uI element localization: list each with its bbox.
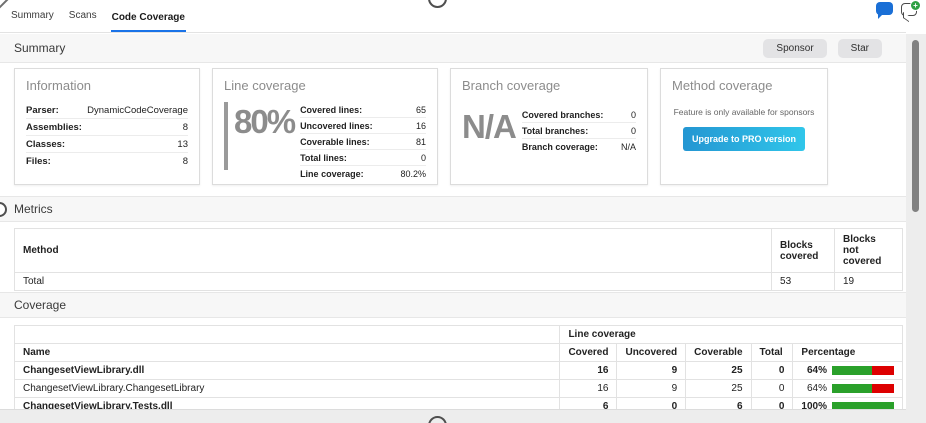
coverage-group-header-row: Line coverage [13, 325, 903, 344]
coverage-bar [832, 402, 894, 411]
coverage-col-total: Total [750, 343, 794, 362]
chat-bubble-icon[interactable] [876, 2, 893, 19]
star-button[interactable]: Star [837, 38, 882, 58]
sponsors-note: Feature is only available for sponsors [673, 107, 815, 117]
coverage-col-percentage: Percentage [792, 343, 903, 362]
coverage-bar [832, 366, 894, 375]
metrics-col-blocks-not-covered: Blocks not covered [834, 228, 903, 273]
tab-bar: Summary Scans Code Coverage [0, 0, 906, 33]
line-row-linecoverage: Line coverage: 80.2% [300, 168, 426, 179]
branch-coverage-card: Branch coverage N/A Covered branches: 0 T… [450, 68, 648, 185]
summary-section-header: Summary Sponsor Star [0, 34, 906, 63]
coverage-row-class: ChangesetViewLibrary.ChangesetLibrary 16… [13, 379, 903, 398]
tab-scans[interactable]: Scans [68, 10, 97, 21]
coverage-bar [832, 384, 894, 393]
branch-row-total: Total branches: 0 [521, 122, 636, 139]
coverage-gauge-bar [224, 102, 228, 170]
metrics-header-row: Method Blocks covered Blocks not covered [13, 228, 903, 273]
method-coverage-card: Method coverage Feature is only availabl… [660, 68, 828, 185]
metrics-col-method: Method [13, 228, 773, 273]
branch-coverage-card-title: Branch coverage [462, 78, 561, 93]
metrics-col-blocks-covered: Blocks covered [771, 228, 835, 273]
line-row-covered: Covered lines: 65 [300, 102, 426, 118]
chat-bubble-add-icon[interactable]: + [901, 0, 921, 16]
coverage-col-coverable: Coverable [685, 343, 752, 362]
branch-coverage-big-value: N/A [462, 108, 517, 145]
coverage-header-row: Name Covered Uncovered Coverable Total P… [13, 343, 903, 362]
scrollbar-track[interactable] [906, 34, 926, 423]
coverage-section-header: Coverage [0, 292, 906, 318]
metrics-table: Method Blocks covered Blocks not covered… [13, 228, 903, 291]
assembly-name: ChangesetViewLibrary.dll [13, 361, 561, 380]
percentage-label: 64% [806, 365, 827, 376]
header-icons: + [876, 0, 921, 19]
method-coverage-card-title: Method coverage [672, 78, 773, 93]
info-row-assemblies: Assemblies: 8 [26, 118, 188, 136]
line-row-coverable: Coverable lines: 81 [300, 133, 426, 150]
info-row-classes: Classes: 13 [26, 135, 188, 153]
tab-code-coverage[interactable]: Code Coverage [110, 3, 186, 32]
information-card: Information Parser: DynamicCodeCoverage A… [14, 68, 200, 185]
scrollbar-thumb[interactable] [912, 40, 919, 212]
coverage-title: Coverage [14, 298, 67, 312]
line-coverage-card: Line coverage 80% Covered lines: 65 Uncov… [212, 68, 438, 185]
summary-title: Summary [14, 41, 66, 55]
metrics-row-total: Total 53 19 [13, 272, 903, 291]
information-card-title: Information [26, 78, 92, 93]
info-row-parser: Parser: DynamicCodeCoverage [26, 102, 188, 119]
percentage-label: 100% [801, 401, 827, 412]
info-row-files: Files: 8 [26, 155, 188, 167]
line-coverage-card-title: Line coverage [224, 78, 306, 93]
line-row-total: Total lines: 0 [300, 149, 426, 166]
class-link[interactable]: ChangesetViewLibrary.ChangesetLibrary [13, 379, 561, 398]
frame-bottom-strip [0, 409, 906, 423]
tab-summary[interactable]: Summary [11, 10, 54, 21]
coverage-col-name: Name [13, 343, 561, 362]
coverage-table: Line coverage Name Covered Uncovered Cov… [13, 325, 903, 416]
coverage-row-assembly: ChangesetViewLibrary.dll 16 9 25 0 64% [13, 361, 903, 380]
line-row-uncovered: Uncovered lines: 16 [300, 117, 426, 134]
coverage-col-covered: Covered [559, 343, 618, 362]
coverage-col-uncovered: Uncovered [616, 343, 687, 362]
coverage-group-empty-cell [13, 325, 561, 344]
branch-row-branchcoverage: Branch coverage: N/A [521, 141, 636, 152]
plus-badge-icon: + [910, 0, 921, 11]
upgrade-pro-button[interactable]: Upgrade to PRO version [682, 127, 806, 151]
percentage-label: 64% [806, 383, 827, 394]
summary-actions: Sponsor Star [763, 38, 882, 58]
coverage-group-header: Line coverage [559, 325, 903, 344]
metrics-title: Metrics [14, 202, 53, 216]
line-coverage-big-value: 80% [234, 103, 296, 140]
branch-row-covered: Covered branches: 0 [521, 107, 636, 123]
metrics-section-header: Metrics [0, 196, 906, 222]
sponsor-button[interactable]: Sponsor [763, 38, 827, 58]
summary-cards: Information Parser: DynamicCodeCoverage A… [14, 68, 828, 185]
